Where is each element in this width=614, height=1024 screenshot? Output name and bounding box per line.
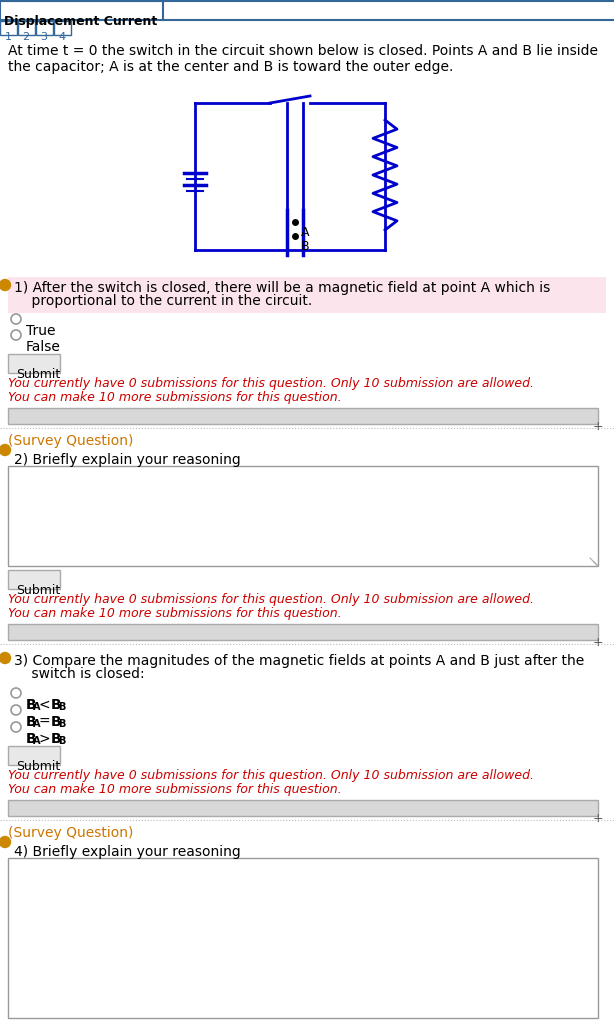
Text: A: A — [33, 719, 41, 729]
Text: B: B — [26, 698, 37, 712]
Text: 3) Compare the magnitudes of the magnetic fields at points A and B just after th: 3) Compare the magnitudes of the magneti… — [14, 654, 585, 668]
Text: B: B — [26, 715, 37, 729]
Text: (Survey Question): (Survey Question) — [8, 434, 133, 449]
Text: At time t = 0 the switch in the circuit shown below is closed. Points A and B li: At time t = 0 the switch in the circuit … — [8, 44, 598, 74]
Text: You can make 10 more submissions for this question.: You can make 10 more submissions for thi… — [8, 607, 341, 620]
Text: >: > — [39, 732, 50, 746]
Text: B: B — [301, 240, 309, 253]
Text: 1) After the switch is closed, there will be a magnetic field at point A which i: 1) After the switch is closed, there wil… — [14, 281, 550, 295]
FancyBboxPatch shape — [8, 746, 60, 765]
Circle shape — [0, 280, 10, 291]
Text: True: True — [26, 324, 55, 338]
Text: proportional to the current in the circuit.: proportional to the current in the circu… — [14, 294, 313, 308]
Text: A: A — [301, 226, 309, 239]
Text: You can make 10 more submissions for this question.: You can make 10 more submissions for thi… — [8, 783, 341, 796]
Circle shape — [0, 652, 10, 664]
Text: 2) Briefly explain your reasoning: 2) Briefly explain your reasoning — [14, 453, 241, 467]
Text: You currently have 0 submissions for this question. Only 10 submission are allow: You currently have 0 submissions for thi… — [8, 377, 534, 390]
Text: 1: 1 — [4, 32, 12, 42]
Text: =: = — [39, 715, 50, 729]
Text: Submit: Submit — [16, 368, 60, 381]
Text: B: B — [51, 715, 61, 729]
Text: Submit: Submit — [16, 760, 60, 773]
Text: (Survey Question): (Survey Question) — [8, 826, 133, 840]
Text: False: False — [26, 340, 61, 354]
FancyBboxPatch shape — [8, 570, 60, 589]
FancyBboxPatch shape — [8, 800, 598, 816]
FancyBboxPatch shape — [18, 22, 35, 35]
Text: B: B — [26, 732, 37, 746]
FancyBboxPatch shape — [8, 624, 598, 640]
Text: B: B — [51, 732, 61, 746]
Circle shape — [0, 837, 10, 848]
Text: 4) Briefly explain your reasoning: 4) Briefly explain your reasoning — [14, 845, 241, 859]
Text: Displacement Current: Displacement Current — [4, 15, 157, 28]
Text: +: + — [593, 420, 604, 433]
FancyBboxPatch shape — [8, 408, 598, 424]
Text: +: + — [593, 636, 604, 649]
Text: A: A — [33, 702, 41, 712]
Text: <: < — [39, 698, 50, 712]
Text: 3: 3 — [41, 32, 47, 42]
Circle shape — [0, 444, 10, 456]
FancyBboxPatch shape — [8, 354, 60, 373]
Text: B: B — [58, 736, 65, 746]
FancyBboxPatch shape — [8, 278, 606, 313]
FancyBboxPatch shape — [54, 22, 71, 35]
Text: You currently have 0 submissions for this question. Only 10 submission are allow: You currently have 0 submissions for thi… — [8, 769, 534, 782]
Text: B: B — [58, 702, 65, 712]
Text: B: B — [58, 719, 65, 729]
Text: switch is closed:: switch is closed: — [14, 667, 145, 681]
Text: You currently have 0 submissions for this question. Only 10 submission are allow: You currently have 0 submissions for thi… — [8, 593, 534, 606]
FancyBboxPatch shape — [36, 22, 53, 35]
Text: 2: 2 — [23, 32, 29, 42]
Text: B: B — [51, 698, 61, 712]
Text: You can make 10 more submissions for this question.: You can make 10 more submissions for thi… — [8, 391, 341, 404]
Text: 4: 4 — [58, 32, 66, 42]
Text: A: A — [33, 736, 41, 746]
FancyBboxPatch shape — [8, 858, 598, 1018]
Text: Submit: Submit — [16, 584, 60, 597]
Text: +: + — [593, 812, 604, 825]
FancyBboxPatch shape — [8, 466, 598, 566]
FancyBboxPatch shape — [0, 22, 17, 35]
FancyBboxPatch shape — [0, 1, 163, 20]
